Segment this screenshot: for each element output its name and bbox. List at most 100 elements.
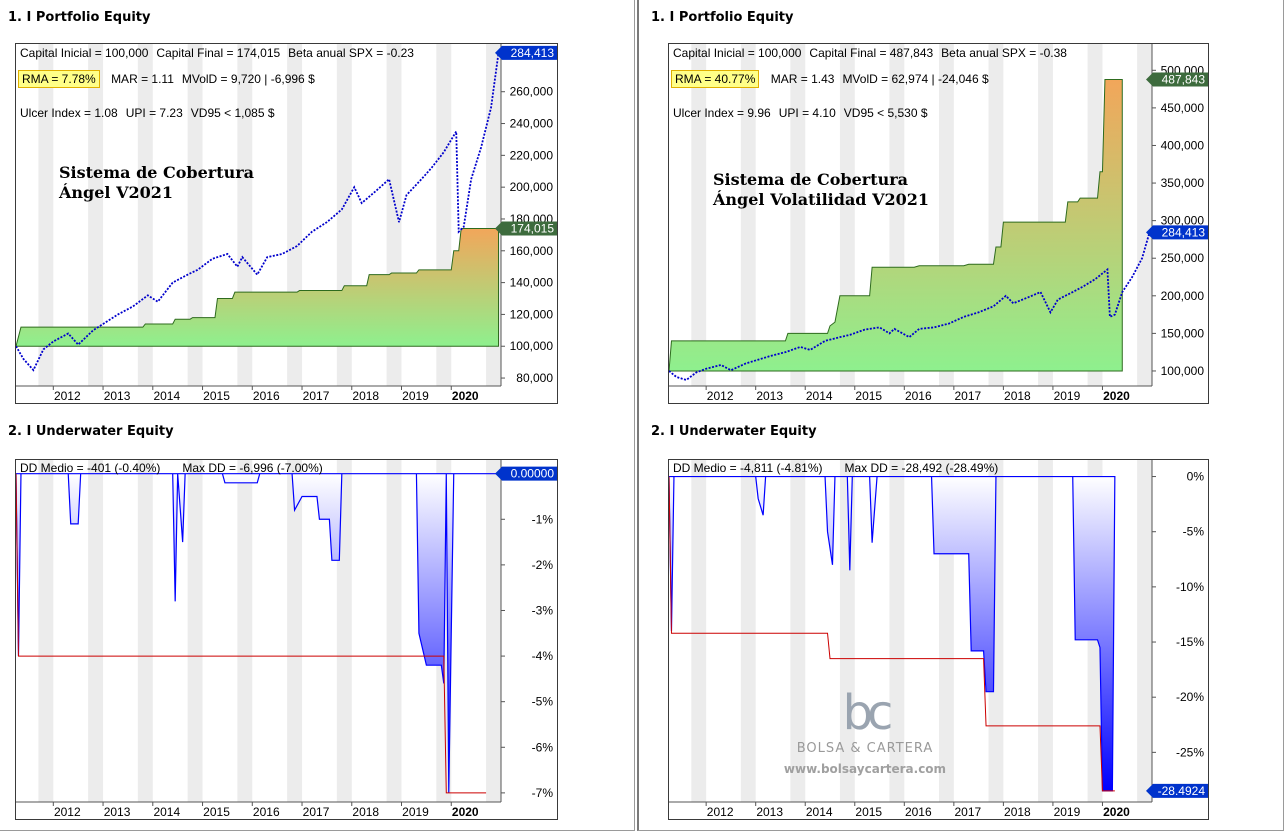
y-tick-label: 240,000 xyxy=(510,117,554,131)
x-tick-label: 2016 xyxy=(905,805,932,819)
underwater-area xyxy=(669,475,1116,792)
y-tick-label: 350,000 xyxy=(1161,176,1205,190)
x-tick-label: 2020 xyxy=(452,389,479,403)
right-info-row-2: RMA = 40.77% MAR = 1.43 MVolD = 62,974 | … xyxy=(671,70,997,88)
mvold-value: MVolD = 9,720 | -6,996 $ xyxy=(181,72,315,86)
x-tick-label: 2020 xyxy=(1103,389,1130,403)
value-tag-label: 284,413 xyxy=(511,46,555,60)
year-band xyxy=(691,44,707,386)
y-tick-label: 450,000 xyxy=(1161,101,1205,115)
x-tick-label: 2017 xyxy=(303,805,330,819)
upi-value: UPI = 4.10 xyxy=(778,106,836,120)
left-underwater-plot: -1% -2% -3% -4% -5% -6% -7% 2012 2013 2014 2015 201… xyxy=(16,460,557,819)
x-tick-label: 2012 xyxy=(54,805,81,819)
year-band xyxy=(187,460,203,802)
underwater-section-title: 2. I Underwater Equity xyxy=(651,424,817,439)
left-equity-plot: 80,000100,000120,000140,000160,000180,00… xyxy=(16,44,557,403)
y-tick-label: 140,000 xyxy=(510,276,554,290)
x-tick-label: 2012 xyxy=(54,389,81,403)
x-tick-label: 2018 xyxy=(352,389,379,403)
max-dd-line xyxy=(669,476,1115,792)
equity-section-title: 1. I Portfolio Equity xyxy=(8,10,151,25)
y-tick-label: 100,000 xyxy=(510,339,554,353)
value-tag-label: 0.00000 xyxy=(511,467,555,481)
capital-final: Capital Final = 487,843 xyxy=(809,46,934,60)
year-band xyxy=(740,44,756,386)
right-underwater-chart[interactable]: 0% -5% -10% -15% -20% -25% 2012 2013 2014 2015 201… xyxy=(668,459,1209,820)
x-tick-label: 2016 xyxy=(253,805,280,819)
underwater-area xyxy=(16,473,499,793)
watermark-url: www.bolsaycartera.com xyxy=(783,762,947,776)
x-tick-label: 2020 xyxy=(1103,805,1130,819)
y-tick-label: -15% xyxy=(1176,635,1204,649)
value-tag xyxy=(1146,783,1208,798)
x-tick-label: 2015 xyxy=(203,805,230,819)
x-tick-label: 2014 xyxy=(806,805,833,819)
x-tick-label: 2016 xyxy=(905,389,932,403)
y-tick-label: 80,000 xyxy=(516,371,553,385)
year-band xyxy=(237,460,253,802)
x-tick-label: 2012 xyxy=(707,389,734,403)
left-dd-info: DD Medio = -401 (-0.40%) Max DD = -6,996 … xyxy=(20,461,331,475)
rma-badge: RMA = 7.78% xyxy=(18,70,100,88)
left-info-row-2: RMA = 7.78% MAR = 1.11 MVolD = 9,720 | -6… xyxy=(18,70,323,88)
year-band xyxy=(336,460,352,802)
y-tick-label: -20% xyxy=(1176,690,1204,704)
x-tick-label: 2013 xyxy=(104,389,131,403)
value-tag-label: 284,413 xyxy=(1162,225,1206,239)
left-underwater-chart[interactable]: -1% -2% -3% -4% -5% -6% -7% 2012 2013 2014 2015 201… xyxy=(15,459,558,820)
capital-inicial: Capital Inicial = 100,000 xyxy=(20,46,149,60)
value-tag xyxy=(1146,72,1208,87)
x-tick-label: 2014 xyxy=(806,389,833,403)
capital-inicial: Capital Inicial = 100,000 xyxy=(673,46,802,60)
ulcer-index: Ulcer Index = 1.08 xyxy=(20,106,118,120)
watermark: bc BOLSA & CARTERA www.bolsaycartera.com xyxy=(755,685,975,776)
x-tick-label: 2015 xyxy=(855,389,882,403)
max-dd-line xyxy=(16,473,487,794)
underwater-section-title: 2. I Underwater Equity xyxy=(8,424,174,439)
y-tick-label: 160,000 xyxy=(510,244,554,258)
y-tick-label: 300,000 xyxy=(1161,214,1205,228)
y-tick-label: 250,000 xyxy=(1161,251,1205,265)
y-tick-label: 0% xyxy=(1187,470,1205,484)
x-tick-label: 2019 xyxy=(1054,389,1081,403)
y-tick-label: -5% xyxy=(1183,525,1205,539)
left-pane: 1. I Portfolio Equity 80,000 100,000 120,0… xyxy=(0,0,635,831)
spx-line xyxy=(16,52,500,372)
y-tick-label: 200,000 xyxy=(510,180,554,194)
left-equity-chart[interactable]: 80,000 100,000 120,000 140,000 160,000 180,00… xyxy=(15,43,558,404)
x-tick-label: 2017 xyxy=(954,389,981,403)
value-tag xyxy=(495,45,557,60)
x-tick-label: 2012 xyxy=(707,805,734,819)
y-tick-label: -3% xyxy=(532,603,554,617)
y-tick-label: 200,000 xyxy=(1161,289,1205,303)
left-info-row-1: Capital Inicial = 100,000 Capital Final =… xyxy=(20,46,422,60)
y-tick-label: -1% xyxy=(532,512,554,526)
x-tick-label: 2015 xyxy=(203,389,230,403)
x-tick-label: 2013 xyxy=(756,389,783,403)
year-band xyxy=(38,44,54,386)
year-band xyxy=(287,460,303,802)
x-tick-label: 2014 xyxy=(153,389,180,403)
system-name-line-1: Sistema de Cobertura xyxy=(59,163,255,182)
right-pane: 1. I Portfolio Equity 100,000 150,000 200,… xyxy=(637,0,1284,831)
system-name: Sistema de Cobertura Ángel V2021 xyxy=(59,163,254,203)
year-band xyxy=(790,44,806,386)
x-tick-label: 2018 xyxy=(1004,805,1031,819)
system-name-line-2: Ángel V2021 xyxy=(59,183,174,202)
value-tag-label: 174,015 xyxy=(511,221,555,235)
mar-value: MAR = 1.43 xyxy=(770,72,835,86)
x-tick-label: 2020 xyxy=(452,805,479,819)
y-tick-label: 100,000 xyxy=(1161,364,1205,378)
rma-badge: RMA = 40.77% xyxy=(671,70,760,88)
y-tick-label: -2% xyxy=(532,558,554,572)
equity-section-title: 1. I Portfolio Equity xyxy=(651,10,794,25)
right-equity-chart[interactable]: 100,000 150,000 200,000 250,000 300,000 350,0… xyxy=(668,43,1209,404)
y-tick-label: -5% xyxy=(532,695,554,709)
y-tick-label: 120,000 xyxy=(510,307,554,321)
capital-final: Capital Final = 174,015 xyxy=(156,46,281,60)
mvold-value: MVolD = 62,974 | -24,046 $ xyxy=(842,72,989,86)
year-band xyxy=(740,460,756,802)
beta-anual: Beta anual SPX = -0.38 xyxy=(941,46,1067,60)
x-tick-label: 2017 xyxy=(954,805,981,819)
